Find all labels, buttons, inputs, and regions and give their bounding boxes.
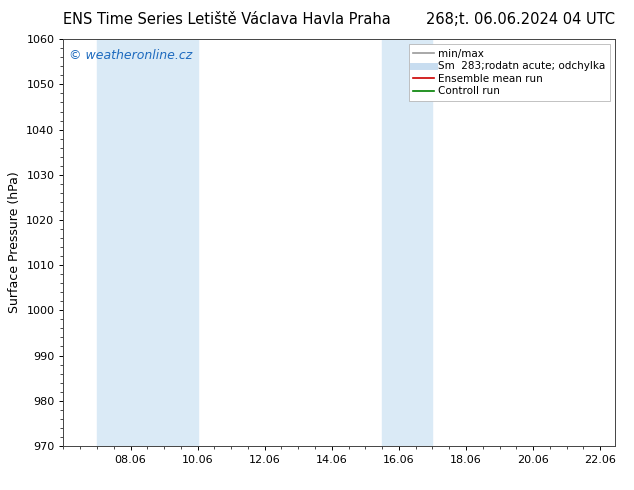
Text: ENS Time Series Letiště Václava Havla Praha: ENS Time Series Letiště Václava Havla Pr…: [63, 12, 391, 27]
Bar: [97, 39, 198, 446]
Y-axis label: Surface Pressure (hPa): Surface Pressure (hPa): [8, 172, 21, 314]
Text: 268;t. 06.06.2024 04 UTC: 268;t. 06.06.2024 04 UTC: [426, 12, 615, 27]
Text: © weatheronline.cz: © weatheronline.cz: [69, 49, 192, 62]
Legend: min/max, Sm  283;rodatn acute; odchylka, Ensemble mean run, Controll run: min/max, Sm 283;rodatn acute; odchylka, …: [409, 45, 610, 100]
Bar: [382, 39, 432, 446]
